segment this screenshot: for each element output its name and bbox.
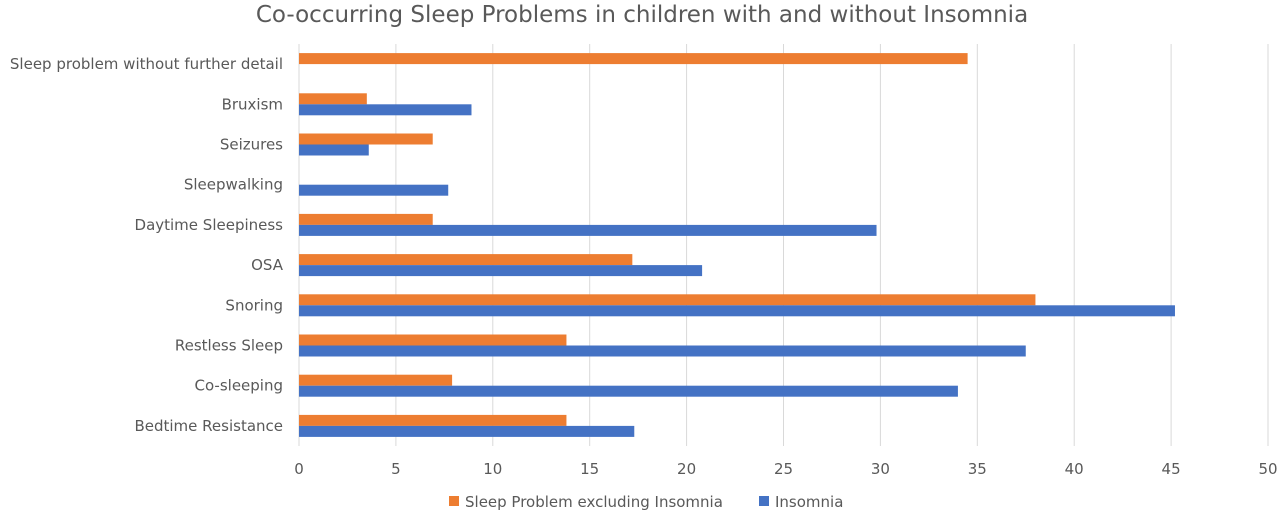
bar-insomnia — [299, 305, 1175, 317]
bar-sleep-problem-excluding-insomnia — [299, 414, 567, 426]
x-tick-label: 25 — [774, 460, 793, 478]
x-tick-label: 0 — [294, 460, 304, 478]
bar-sleep-problem-excluding-insomnia — [299, 334, 567, 346]
x-tick-label: 5 — [391, 460, 401, 478]
category-label: Restless Sleep — [175, 337, 283, 355]
x-tick-label: 40 — [1065, 460, 1084, 478]
legend: Sleep Problem excluding Insomnia Insomnia — [449, 493, 843, 511]
x-tick-label: 35 — [968, 460, 987, 478]
bar-insomnia — [299, 265, 703, 277]
bar-insomnia — [299, 104, 472, 116]
category-labels: Sleep problem without further detail Brux… — [10, 55, 284, 435]
legend-swatch — [759, 496, 769, 506]
x-tick-labels: 0 5 10 15 20 25 30 35 40 45 50 — [294, 460, 1277, 478]
x-tick-label: 45 — [1162, 460, 1181, 478]
bars — [299, 53, 1175, 437]
bar-insomnia — [299, 184, 449, 196]
x-tick-label: 30 — [871, 460, 890, 478]
chart-title: Co-occurring Sleep Problems in children … — [256, 2, 1028, 28]
bar-insomnia — [299, 345, 1026, 357]
category-label: Bedtime Resistance — [134, 417, 283, 435]
legend-swatch — [449, 496, 459, 506]
category-label: Co-sleeping — [195, 377, 284, 395]
x-tick-label: 50 — [1258, 460, 1277, 478]
bar-insomnia — [299, 224, 877, 236]
bar-sleep-problem-excluding-insomnia — [299, 93, 367, 105]
bar-sleep-problem-excluding-insomnia — [299, 254, 633, 266]
bar-insomnia — [299, 425, 635, 437]
category-label: Bruxism — [222, 95, 283, 113]
legend-label: Sleep Problem excluding Insomnia — [465, 493, 723, 511]
bar-sleep-problem-excluding-insomnia — [299, 133, 433, 145]
x-tick-label: 10 — [483, 460, 502, 478]
bar-insomnia — [299, 144, 369, 156]
category-label: Sleepwalking — [184, 176, 283, 194]
bar-sleep-problem-excluding-insomnia — [299, 53, 968, 65]
category-label: Snoring — [225, 296, 283, 314]
bar-sleep-problem-excluding-insomnia — [299, 294, 1036, 306]
category-label: Seizures — [220, 136, 283, 154]
category-label: Sleep problem without further detail — [10, 55, 283, 73]
category-label: OSA — [251, 256, 284, 274]
bar-sleep-problem-excluding-insomnia — [299, 213, 433, 225]
bar-insomnia — [299, 385, 958, 397]
x-tick-label: 15 — [580, 460, 599, 478]
category-label: Daytime Sleepiness — [135, 216, 284, 234]
x-tick-label: 20 — [677, 460, 696, 478]
legend-label: Insomnia — [775, 493, 843, 511]
bar-sleep-problem-excluding-insomnia — [299, 374, 453, 386]
